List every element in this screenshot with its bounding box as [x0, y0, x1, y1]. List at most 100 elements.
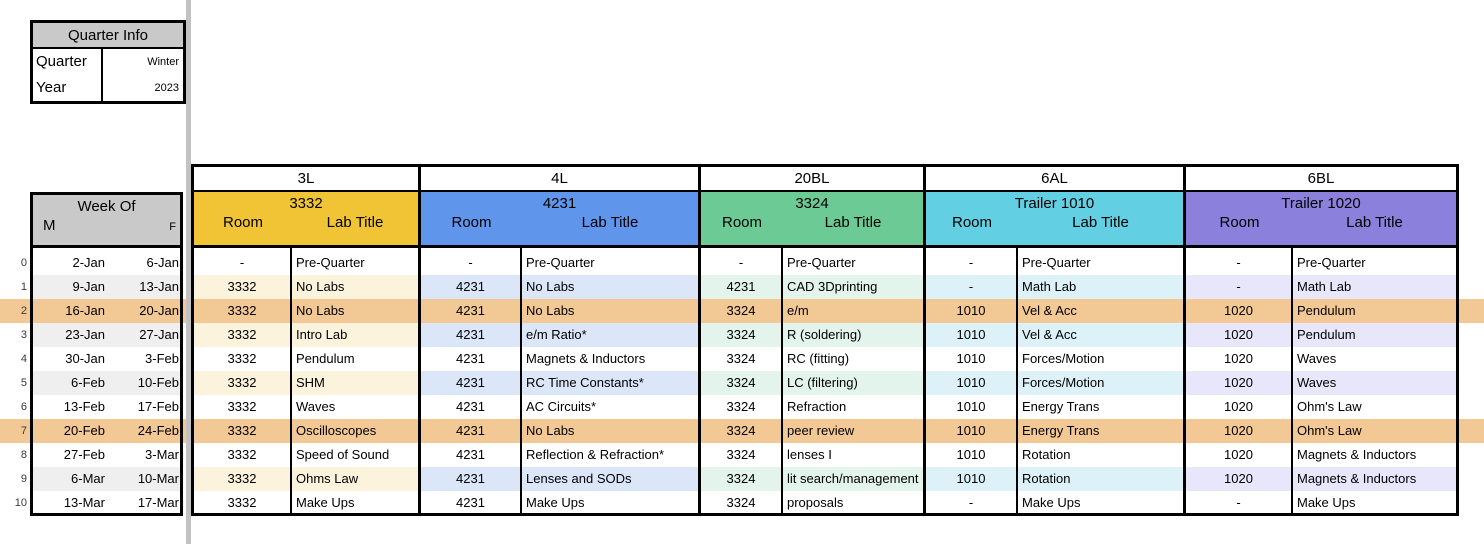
- room-cell[interactable]: 3332: [194, 371, 290, 395]
- room-cell[interactable]: 3324: [726, 495, 756, 510]
- section-header-3l[interactable]: 3332 Room Lab Title: [191, 192, 418, 248]
- week-friday-cell[interactable]: 10-Mar: [107, 467, 181, 491]
- room-cell[interactable]: 3332: [227, 351, 257, 366]
- room-cell[interactable]: -: [1236, 495, 1241, 510]
- lab-title-cell[interactable]: Reflection & Refraction*: [526, 447, 665, 462]
- week-friday-cell[interactable]: 27-Jan: [107, 323, 181, 347]
- lab-title-cell[interactable]: Pre-Quarter: [787, 255, 856, 270]
- lab-title-cell[interactable]: Energy Trans: [1022, 423, 1100, 438]
- week-friday-cell[interactable]: 24-Feb: [137, 423, 179, 438]
- room-cell[interactable]: 4231: [421, 275, 520, 299]
- row-number[interactable]: 4: [20, 353, 27, 365]
- freeze-pane-divider[interactable]: [186, 0, 191, 544]
- lab-title-cell[interactable]: No Labs: [296, 303, 345, 318]
- row-number[interactable]: 7: [20, 425, 27, 437]
- week-monday-cell[interactable]: 23-Jan: [33, 323, 107, 347]
- lab-title-cell[interactable]: No Labs: [526, 303, 575, 318]
- section-label-6bl[interactable]: 6BL: [1183, 164, 1459, 192]
- room-cell[interactable]: 1010: [926, 323, 1016, 347]
- week-monday-cell[interactable]: 2-Jan: [72, 255, 105, 270]
- lab-title-cell[interactable]: Lenses and SODs: [522, 467, 698, 491]
- room-cell[interactable]: 3324: [726, 303, 756, 318]
- lab-title-cell[interactable]: Pendulum: [296, 351, 355, 366]
- room-cell[interactable]: 1020: [1224, 303, 1253, 318]
- room-cell[interactable]: 3324: [726, 423, 756, 438]
- lab-title-cell[interactable]: e/m: [787, 303, 809, 318]
- room-cell[interactable]: -: [468, 255, 473, 270]
- room-cell[interactable]: 4231: [456, 495, 485, 510]
- lab-title-cell[interactable]: Energy Trans: [1022, 399, 1100, 414]
- room-cell[interactable]: 4231: [456, 351, 485, 366]
- room-cell[interactable]: 1020: [1186, 467, 1291, 491]
- lab-title-cell[interactable]: Magnets & Inductors: [526, 351, 646, 366]
- room-cell[interactable]: 3332: [227, 495, 257, 510]
- room-cell[interactable]: 4231: [456, 399, 485, 414]
- room-cell[interactable]: 4231: [456, 303, 485, 318]
- room-cell[interactable]: 3324: [726, 351, 756, 366]
- lab-title-cell[interactable]: R (soldering): [783, 323, 923, 347]
- room-cell[interactable]: 4231: [701, 275, 781, 299]
- week-friday-cell[interactable]: 17-Feb: [137, 399, 179, 414]
- room-cell[interactable]: 1010: [956, 423, 986, 438]
- lab-title-cell[interactable]: SHM: [292, 371, 418, 395]
- lab-title-cell[interactable]: Ohm's Law: [1297, 423, 1362, 438]
- room-cell[interactable]: 1010: [956, 351, 986, 366]
- year-label[interactable]: Year: [36, 79, 67, 96]
- room-cell[interactable]: -: [926, 275, 1016, 299]
- week-friday-cell[interactable]: 20-Jan: [139, 303, 179, 318]
- lab-title-cell[interactable]: lenses I: [787, 447, 832, 462]
- room-cell[interactable]: 3332: [227, 447, 257, 462]
- row-number[interactable]: 10: [14, 497, 27, 509]
- lab-title-cell[interactable]: Waves: [1293, 371, 1456, 395]
- lab-title-cell[interactable]: CAD 3Dprinting: [783, 275, 923, 299]
- room-cell[interactable]: 3324: [701, 371, 781, 395]
- week-monday-cell[interactable]: 20-Feb: [63, 423, 105, 438]
- lab-title-cell[interactable]: Magnets & Inductors: [1293, 467, 1456, 491]
- lab-title-cell[interactable]: Make Ups: [526, 495, 585, 510]
- room-cell[interactable]: -: [968, 255, 974, 270]
- year-value[interactable]: 2023: [154, 82, 179, 94]
- lab-title-cell[interactable]: Pre-Quarter: [296, 255, 365, 270]
- lab-title-cell[interactable]: Magnets & Inductors: [1297, 447, 1417, 462]
- lab-title-cell[interactable]: Pendulum: [1293, 323, 1456, 347]
- room-cell[interactable]: 3332: [227, 399, 257, 414]
- lab-title-cell[interactable]: Pre-Quarter: [526, 255, 595, 270]
- room-cell[interactable]: 3332: [194, 467, 290, 491]
- week-monday-cell[interactable]: 27-Feb: [63, 447, 105, 462]
- row-number[interactable]: 1: [20, 281, 27, 293]
- lab-title-cell[interactable]: Make Ups: [296, 495, 355, 510]
- row-number[interactable]: 2: [20, 305, 27, 317]
- row-number[interactable]: 9: [20, 473, 27, 485]
- room-cell[interactable]: 4231: [421, 467, 520, 491]
- lab-title-cell[interactable]: Make Ups: [1297, 495, 1356, 510]
- lab-title-cell[interactable]: Pre-Quarter: [1022, 255, 1091, 270]
- section-header-4l[interactable]: 4231 Room Lab Title: [418, 192, 698, 248]
- lab-title-cell[interactable]: peer review: [787, 423, 855, 438]
- lab-title-cell[interactable]: Waves: [1297, 351, 1337, 366]
- lab-title-cell[interactable]: LC (filtering): [783, 371, 923, 395]
- lab-title-cell[interactable]: Math Lab: [1293, 275, 1456, 299]
- lab-title-cell[interactable]: Forces/Motion: [1022, 351, 1105, 366]
- lab-title-cell[interactable]: AC Circuits*: [526, 399, 597, 414]
- lab-title-cell[interactable]: e/m Ratio*: [522, 323, 698, 347]
- week-monday-cell[interactable]: 13-Feb: [63, 399, 105, 414]
- section-label-4l[interactable]: 4L: [418, 164, 698, 192]
- room-cell[interactable]: 4231: [421, 371, 520, 395]
- week-monday-cell[interactable]: 6-Mar: [33, 467, 107, 491]
- room-cell[interactable]: 3324: [726, 447, 756, 462]
- lab-title-cell[interactable]: Pre-Quarter: [1297, 255, 1366, 270]
- room-cell[interactable]: -: [1236, 255, 1241, 270]
- lab-title-cell[interactable]: Ohms Law: [292, 467, 418, 491]
- room-cell[interactable]: 3324: [701, 467, 781, 491]
- lab-title-cell[interactable]: No Labs: [526, 423, 575, 438]
- room-cell[interactable]: 1020: [1224, 351, 1253, 366]
- lab-title-cell[interactable]: Pendulum: [1297, 303, 1356, 318]
- quarter-value[interactable]: Winter: [147, 56, 179, 68]
- week-of-header[interactable]: Week Of M F: [30, 192, 183, 248]
- lab-title-cell[interactable]: No Labs: [292, 275, 418, 299]
- room-cell[interactable]: -: [968, 495, 974, 510]
- lab-title-cell[interactable]: Make Ups: [1022, 495, 1081, 510]
- week-monday-cell[interactable]: 16-Jan: [65, 303, 105, 318]
- week-monday-cell[interactable]: 9-Jan: [33, 275, 107, 299]
- room-cell[interactable]: 4231: [421, 323, 520, 347]
